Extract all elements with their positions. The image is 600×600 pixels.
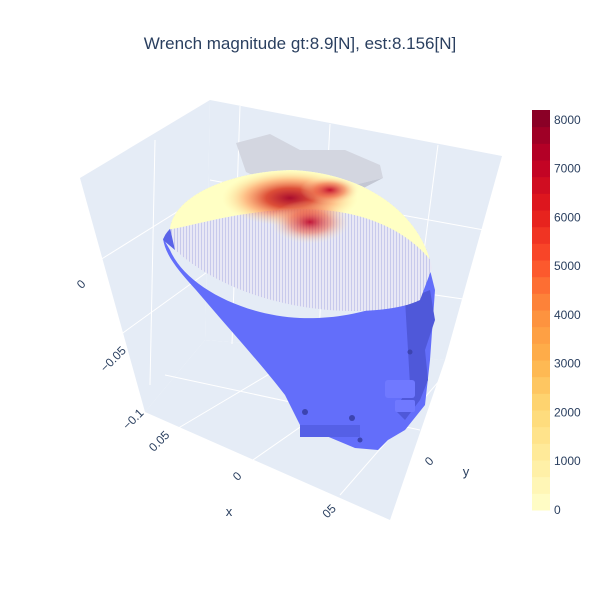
- colorbar-band: [532, 243, 550, 261]
- colorbar-band: [532, 460, 550, 478]
- colorbar-band: [532, 426, 550, 444]
- colorbar-band: [532, 443, 550, 461]
- colorbar-band: [532, 210, 550, 228]
- colorbar: 0 1000 2000 3000 4000 5000 6000 7000 8000: [532, 110, 581, 517]
- z-tick: 0: [74, 277, 89, 292]
- colorbar-tick: 8000: [554, 113, 581, 127]
- colorbar-band: [532, 276, 550, 294]
- colorbar-band: [532, 393, 550, 411]
- colorbar-band: [532, 176, 550, 194]
- contact-points-dome: [170, 170, 432, 312]
- colorbar-band: [532, 160, 550, 178]
- colorbar-tick: 7000: [554, 162, 581, 176]
- colorbar-tick: 5000: [554, 259, 581, 273]
- colorbar-band: [532, 260, 550, 278]
- colorbar-band: [532, 226, 550, 244]
- x-tick: 0: [230, 469, 245, 484]
- grid-line: [149, 139, 156, 386]
- colorbar-band: [532, 326, 550, 344]
- x-axis-label: x: [226, 504, 233, 519]
- x-tick: 0.05: [146, 428, 173, 455]
- y-axis-label: y: [463, 464, 470, 479]
- colorbar-band: [532, 360, 550, 378]
- colorbar-tick: 6000: [554, 210, 581, 224]
- colorbar-tick: 2000: [554, 405, 581, 419]
- colorbar-band: [532, 126, 550, 144]
- colorbar-band: [532, 110, 550, 128]
- colorbar-band: [532, 376, 550, 394]
- colorbar-band: [532, 493, 550, 511]
- colorbar-band: [532, 293, 550, 311]
- y-tick: 0: [422, 454, 437, 469]
- chart-title: Wrench magnitude gt:8.9[N], est:8.156[N]: [143, 34, 457, 53]
- grid-line: [119, 269, 211, 336]
- colorbar-band: [532, 310, 550, 328]
- y-axis-ticks: 0: [422, 454, 437, 469]
- colorbar-band: [532, 410, 550, 428]
- colorbar-tick: 4000: [554, 308, 581, 322]
- plane-left: [80, 100, 210, 412]
- colorbar-band: [532, 343, 550, 361]
- colorbar-band: [532, 193, 550, 211]
- colorbar-band: [532, 476, 550, 494]
- colorbar-tick: 0: [554, 503, 561, 517]
- x-tick: 05: [319, 501, 339, 521]
- colorbar-tick: 1000: [554, 454, 581, 468]
- z-tick: −0.1: [120, 406, 147, 433]
- colorbar-tick: 3000: [554, 357, 581, 371]
- colorbar-band: [532, 143, 550, 161]
- z-tick: −0.05: [97, 343, 129, 375]
